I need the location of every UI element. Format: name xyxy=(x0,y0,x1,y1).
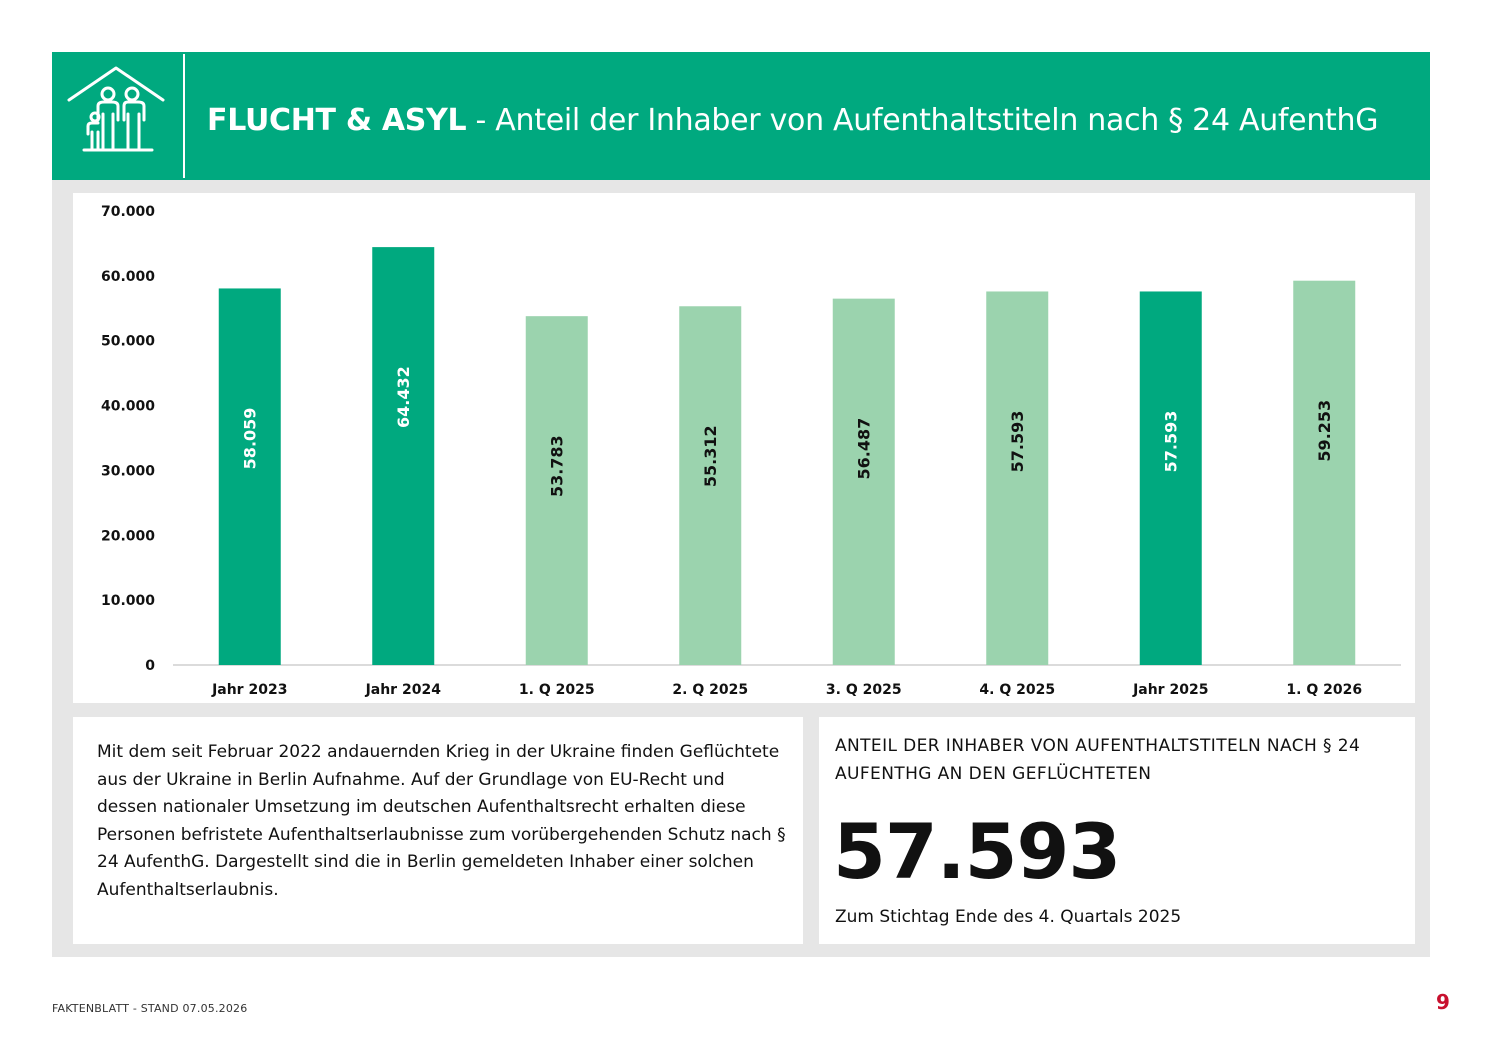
x-tick-label: 2. Q 2025 xyxy=(672,682,748,698)
y-tick-label: 0 xyxy=(145,658,155,674)
header-bar xyxy=(52,52,1430,180)
page-number: 9 xyxy=(1436,990,1450,1014)
bar xyxy=(986,291,1049,665)
x-tick-label: 1. Q 2026 xyxy=(1286,682,1362,698)
x-tick-label: Jahr 2025 xyxy=(1132,682,1208,698)
bar xyxy=(525,316,588,665)
y-tick-label: 30.000 xyxy=(101,463,155,479)
bar xyxy=(1139,291,1202,665)
y-tick-label: 60.000 xyxy=(101,269,155,285)
x-tick-label: Jahr 2023 xyxy=(211,682,287,698)
y-tick-label: 70.000 xyxy=(101,204,155,220)
kpi-value: 57.593 xyxy=(833,807,1121,896)
title-bold: FLUCHT & ASYL xyxy=(207,103,467,138)
title-rest: - Anteil der Inhaber von Aufenthaltstite… xyxy=(466,103,1379,138)
bar xyxy=(832,298,895,665)
y-tick-label: 40.000 xyxy=(101,399,155,415)
bar-chart: 0 10.000 20.000 30.000 40.000 50.000 60.000 70.… xyxy=(101,204,1401,698)
bar-value-label: 57.593 xyxy=(1008,411,1027,473)
bar-value-label: 64.432 xyxy=(394,366,413,428)
bar-value-label: 57.593 xyxy=(1162,411,1181,473)
y-tick-label: 10.000 xyxy=(101,593,155,609)
bar-value-label: 58.059 xyxy=(241,408,260,470)
y-tick-label: 50.000 xyxy=(101,334,155,350)
kpi-note: Zum Stichtag Ende des 4. Quartals 2025 xyxy=(835,907,1182,927)
x-tick-label: 1. Q 2025 xyxy=(519,682,595,698)
kpi-panel: ANTEIL DER INHABER VON AUFENTHALTSTITELN… xyxy=(819,717,1415,944)
kpi-label: ANTEIL DER INHABER VON AUFENTHALTSTITELN… xyxy=(835,736,1361,784)
bar-value-label: 53.783 xyxy=(548,435,567,497)
footer-text: FAKTENBLATT - STAND 07.05.2026 xyxy=(52,1002,248,1015)
family-house-icon xyxy=(62,62,172,162)
bar-value-label: 59.253 xyxy=(1315,400,1334,462)
x-tick-label: 3. Q 2025 xyxy=(826,682,902,698)
bar xyxy=(372,247,435,665)
bar xyxy=(1293,280,1356,665)
bar-value-label: 55.312 xyxy=(701,425,720,487)
page-title: FLUCHT & ASYL - Anteil der Inhaber von A… xyxy=(207,103,1378,138)
x-tick-label: 4. Q 2025 xyxy=(979,682,1055,698)
x-tick-label: Jahr 2024 xyxy=(365,682,442,698)
bar-value-label: 56.487 xyxy=(855,418,874,480)
header-divider xyxy=(183,54,185,178)
description-panel: Mit dem seit Februar 2022 andauernden Kr… xyxy=(73,717,803,944)
bar xyxy=(218,288,281,665)
description-text: Mit dem seit Februar 2022 andauernden Kr… xyxy=(97,742,786,900)
bar xyxy=(679,306,742,665)
y-tick-label: 20.000 xyxy=(101,528,155,544)
